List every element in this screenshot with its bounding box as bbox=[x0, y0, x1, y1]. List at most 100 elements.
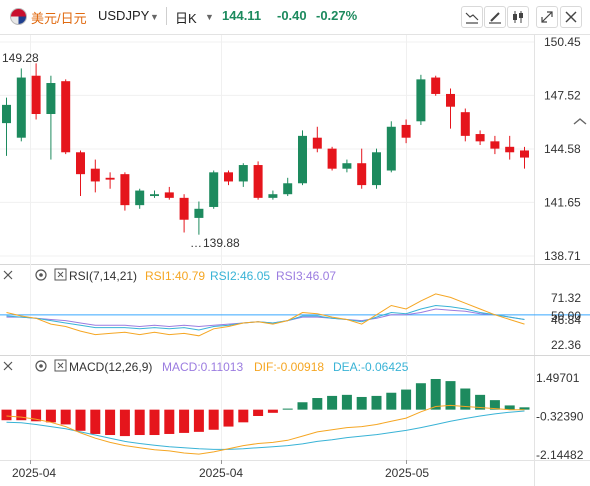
macd-legend: MACD(12,26,9) MACD:0.11013 DIF:-0.00918 … bbox=[3, 359, 409, 374]
macd-histogram-bar bbox=[60, 409, 71, 425]
candle-body bbox=[253, 165, 263, 198]
macd-histogram-bar bbox=[253, 409, 264, 416]
rsi-tick-label: 71.32 bbox=[551, 291, 581, 305]
chevron-down-icon[interactable]: ▼ bbox=[150, 12, 159, 22]
macd-histogram-bar bbox=[31, 409, 42, 422]
rsi1-line bbox=[6, 293, 525, 337]
macd-histogram-bar bbox=[75, 409, 86, 431]
timeframe-selector[interactable]: 日K bbox=[175, 11, 197, 26]
macd-axis: 1.49701 -0.32390 -2.14482 bbox=[536, 371, 584, 462]
candle-body bbox=[76, 152, 85, 175]
macd-histogram-bar bbox=[327, 395, 338, 410]
price-change-percent: -0.27% bbox=[316, 8, 358, 23]
macd-series bbox=[1, 378, 530, 455]
macd-histogram-bar bbox=[475, 394, 486, 410]
candle-body bbox=[224, 172, 233, 182]
rsi-tick-label: 50.00 bbox=[551, 309, 581, 323]
macd-collapse-icon[interactable] bbox=[3, 361, 13, 371]
gridlines bbox=[0, 35, 534, 460]
rsi-series bbox=[0, 293, 590, 337]
chart-toolbar: 美元/日元 USDJPY ▼ 日K ▼ 144.11 -0.40 -0.27% bbox=[0, 0, 590, 34]
price-tick-label: 141.65 bbox=[544, 195, 581, 209]
line-tool-button[interactable] bbox=[461, 6, 483, 28]
flag-icon bbox=[10, 8, 27, 25]
candle-body bbox=[490, 141, 500, 149]
macd-settings-icon[interactable] bbox=[35, 360, 47, 372]
candle-body bbox=[401, 124, 411, 138]
collapse-arrow-icon[interactable] bbox=[573, 118, 587, 125]
candle-body bbox=[312, 137, 322, 149]
candle-body bbox=[105, 177, 115, 180]
time-tick: 2025-04 bbox=[12, 466, 56, 480]
candlestick-series bbox=[2, 63, 529, 235]
time-tick: 2025-05 bbox=[385, 466, 429, 480]
candle-body bbox=[2, 104, 11, 124]
candle-body bbox=[268, 194, 278, 198]
macd-histogram-bar bbox=[415, 383, 426, 410]
candle-body bbox=[357, 163, 367, 186]
candle-body bbox=[372, 152, 381, 186]
macd-histogram-bar bbox=[119, 409, 130, 437]
candle-body bbox=[327, 148, 337, 169]
rsi-title: RSI(7,14,21) bbox=[69, 269, 137, 283]
rsi-tick-label: 22.36 bbox=[551, 338, 581, 352]
candle-body bbox=[386, 126, 396, 171]
candle-style-icon bbox=[513, 11, 523, 23]
macd-histogram-bar bbox=[460, 388, 471, 410]
macd-value: MACD:0.11013 bbox=[162, 360, 243, 374]
rsi3-value: RSI3:46.07 bbox=[276, 269, 336, 283]
candle-body bbox=[179, 197, 189, 220]
close-icon bbox=[565, 11, 577, 23]
draw-button[interactable] bbox=[484, 6, 506, 28]
candle-body bbox=[135, 190, 145, 206]
macd-histogram-bar bbox=[1, 409, 12, 421]
candle-body bbox=[416, 79, 426, 122]
price-tick-label: 150.45 bbox=[544, 35, 581, 49]
macd-histogram-bar bbox=[489, 400, 500, 410]
macd-histogram-bar bbox=[371, 395, 382, 410]
macd-histogram-bar bbox=[312, 398, 323, 410]
last-price: 144.11 bbox=[222, 8, 262, 23]
candle-body bbox=[298, 135, 307, 184]
candle-body bbox=[431, 77, 441, 94]
rsi2-value: RSI2:46.05 bbox=[210, 269, 270, 283]
candle-body bbox=[164, 192, 174, 198]
chart-style-button[interactable] bbox=[507, 6, 529, 28]
macd-title: MACD(12,26,9) bbox=[69, 360, 152, 374]
rsi-close-icon[interactable] bbox=[54, 268, 67, 281]
candle-body bbox=[505, 146, 515, 153]
macd-close-icon[interactable] bbox=[54, 359, 67, 372]
candle-body bbox=[520, 150, 529, 158]
macd-histogram-bar bbox=[164, 409, 175, 434]
dea-value: DEA:-0.06425 bbox=[333, 360, 409, 374]
rsi-legend: RSI(7,14,21) RSI1:40.79 RSI2:46.05 RSI3:… bbox=[3, 268, 336, 283]
macd-histogram-bar bbox=[445, 381, 456, 410]
price-tick-label: 138.71 bbox=[544, 249, 581, 263]
candle-body bbox=[475, 134, 485, 142]
candle-body bbox=[120, 174, 130, 206]
close-button[interactable] bbox=[560, 6, 582, 28]
macd-dif-line bbox=[6, 404, 525, 455]
rsi-settings-icon[interactable] bbox=[35, 269, 47, 281]
rsi-collapse-icon[interactable] bbox=[3, 270, 13, 280]
chevron-down-icon[interactable]: ▼ bbox=[205, 12, 214, 22]
rsi-tick-label: 46.84 bbox=[551, 313, 581, 327]
macd-histogram-bar bbox=[149, 409, 160, 436]
rsi1-value: RSI1:40.79 bbox=[145, 269, 205, 283]
collapse-button[interactable] bbox=[536, 6, 558, 28]
macd-dea-line bbox=[6, 410, 525, 450]
macd-histogram-bar bbox=[430, 378, 441, 410]
pen-icon bbox=[489, 12, 501, 24]
macd-histogram-bar bbox=[267, 409, 278, 413]
macd-histogram-bar bbox=[519, 407, 530, 410]
macd-histogram-bar bbox=[504, 405, 515, 410]
symbol-name[interactable]: 美元/日元 bbox=[31, 11, 87, 26]
price-tick-label: 147.52 bbox=[544, 88, 581, 102]
candle-body bbox=[31, 75, 41, 115]
candle-body bbox=[194, 208, 204, 218]
macd-histogram-bar bbox=[193, 409, 204, 432]
line-tool-icon bbox=[465, 12, 479, 24]
price-axis: 150.45 147.52 144.58 141.65 138.71 bbox=[544, 35, 581, 263]
ticker-symbol[interactable]: USDJPY bbox=[98, 8, 150, 23]
